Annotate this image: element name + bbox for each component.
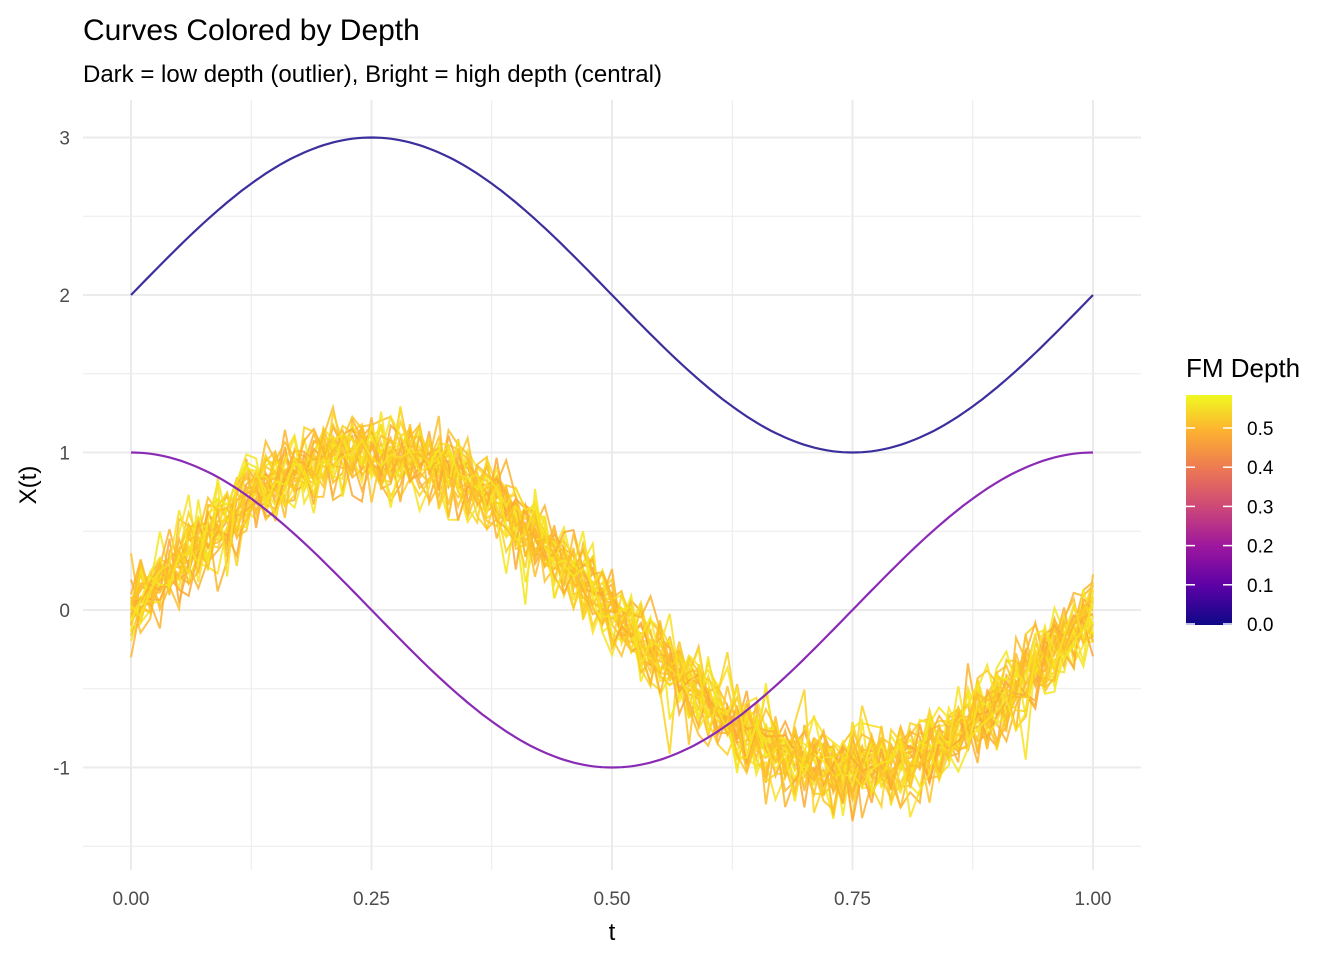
y-axis-label: X(t) <box>15 466 42 505</box>
colorbar-tick-label: 0.0 <box>1247 615 1273 636</box>
x-tick-label: 0.75 <box>834 889 871 910</box>
x-tick-label: 1.00 <box>1075 889 1112 910</box>
y-tick-label: 2 <box>59 286 70 307</box>
x-tick-label: 0.25 <box>353 889 390 910</box>
y-tick-label: 3 <box>59 129 70 150</box>
colorbar-tick-label: 0.5 <box>1247 419 1273 440</box>
outlier-curve <box>130 451 1094 769</box>
x-tick-label: 0.50 <box>594 889 631 910</box>
colorbar-tick-label: 0.2 <box>1247 537 1273 558</box>
colorbar <box>1186 395 1232 625</box>
axis-ticks: 0.00 0.25 0.50 0.75 1.00 -1 0 1 2 3 <box>53 129 1111 911</box>
x-tick-label: 0.00 <box>113 889 150 910</box>
legend-ticks: 0.0 0.1 0.2 0.3 0.4 0.5 <box>1186 419 1274 636</box>
y-tick-label: -1 <box>53 759 70 780</box>
colorbar-tick-label: 0.3 <box>1247 497 1273 518</box>
x-axis-label: t <box>609 919 616 946</box>
central-curve <box>130 426 1094 810</box>
colorbar-tick-label: 0.4 <box>1247 458 1274 479</box>
central-curve <box>130 415 1094 809</box>
chart-subtitle: Dark = low depth (outlier), Bright = hig… <box>83 61 662 88</box>
outlier-curve <box>130 136 1094 454</box>
central-curve <box>130 438 1094 818</box>
chart-title: Curves Colored by Depth <box>83 14 420 47</box>
curves <box>130 136 1094 822</box>
y-tick-label: 1 <box>59 444 70 465</box>
colorbar-tick-label: 0.1 <box>1247 576 1273 597</box>
central-curve <box>130 414 1094 803</box>
y-tick-label: 0 <box>59 601 70 622</box>
legend-title: FM Depth <box>1186 353 1300 383</box>
